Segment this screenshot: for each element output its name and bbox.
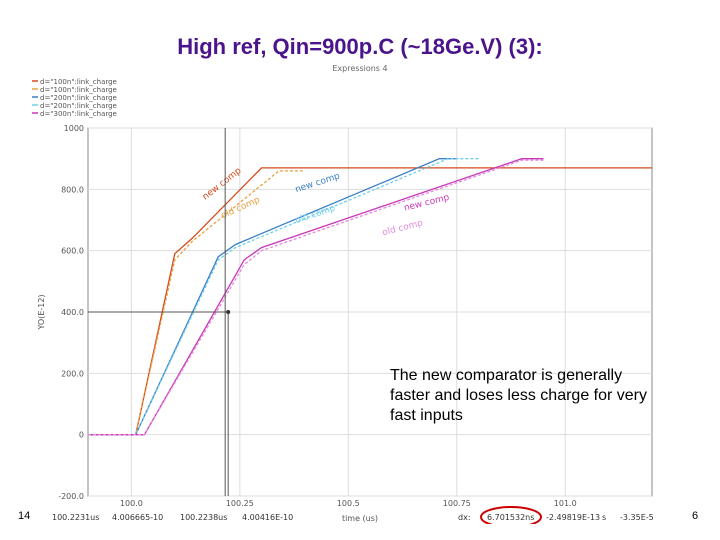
cursor-readout-4: 4.00416E-10 <box>242 513 293 522</box>
cursor-readout-bar: 100.2231us 4.006665-10 100.2238us 4.0041… <box>52 506 654 528</box>
legend-entry: d="100n":link_charge <box>40 78 117 86</box>
axis-ticks: 100.0 100.25 100.5 100.75 101.0 -200.0 0 200.0 4… <box>58 124 576 508</box>
comparator-note: The new comparator is generally faster a… <box>390 367 648 424</box>
x-tick-label: 101.0 <box>554 499 577 508</box>
y-tick-label: 200.0 <box>61 369 84 378</box>
cursor-readout-2: 4.006665-10 <box>112 513 163 522</box>
dx-value: 6.701532ns <box>487 513 534 522</box>
cursor-marker[interactable] <box>88 128 231 496</box>
x-axis-label: time (us) <box>342 514 378 523</box>
cursor-point[interactable] <box>226 310 231 314</box>
y-tick-label: 600.0 <box>61 247 84 256</box>
y-tick-label: -200.0 <box>58 492 84 501</box>
dy-unit: s <box>602 513 606 522</box>
y-tick-label: 0 <box>79 431 84 440</box>
viewer-header: Expressions 4 <box>332 64 387 73</box>
legend-entry: d="200n":link_charge <box>40 94 117 102</box>
legend-entry: d="200n":link_charge <box>40 102 117 110</box>
y-tick-label: 800.0 <box>61 185 84 194</box>
legend-entry: d="100n":link_charge <box>40 86 117 94</box>
legend: d="100n":link_charged="100n":link_charge… <box>32 78 117 118</box>
waveform-viewer: Expressions 4 new comp old comp new comp ol… <box>30 62 692 528</box>
x-tick-label: 100.75 <box>443 499 471 508</box>
series-group <box>88 158 652 436</box>
cursor-readout-1: 100.2231us <box>52 513 99 522</box>
cursor-readout-3: 100.2238us <box>180 513 227 522</box>
series-line-4 <box>88 158 479 436</box>
y-axis-label: YO(E-12) <box>37 294 46 330</box>
x-tick-label: 100.5 <box>337 499 360 508</box>
legend-entry: d="300n":link_charge <box>40 110 117 118</box>
y-tick-label: 1000 <box>64 124 84 133</box>
delta-prefix: dx: <box>458 513 471 522</box>
series-line-6 <box>88 159 544 436</box>
slide-title: High ref, Qin=900p.C (~18Ge.V) (3): <box>177 34 543 59</box>
x-tick-label: 100.25 <box>226 499 254 508</box>
slide-number: 6 <box>692 510 699 522</box>
slope-value: -3.35E-5 <box>620 513 654 522</box>
page-number-left: 14 <box>18 510 31 522</box>
x-tick-label: 100.0 <box>120 499 143 508</box>
y-tick-label: 400.0 <box>61 308 84 317</box>
dy-value: -2.49819E-13 <box>546 513 600 522</box>
